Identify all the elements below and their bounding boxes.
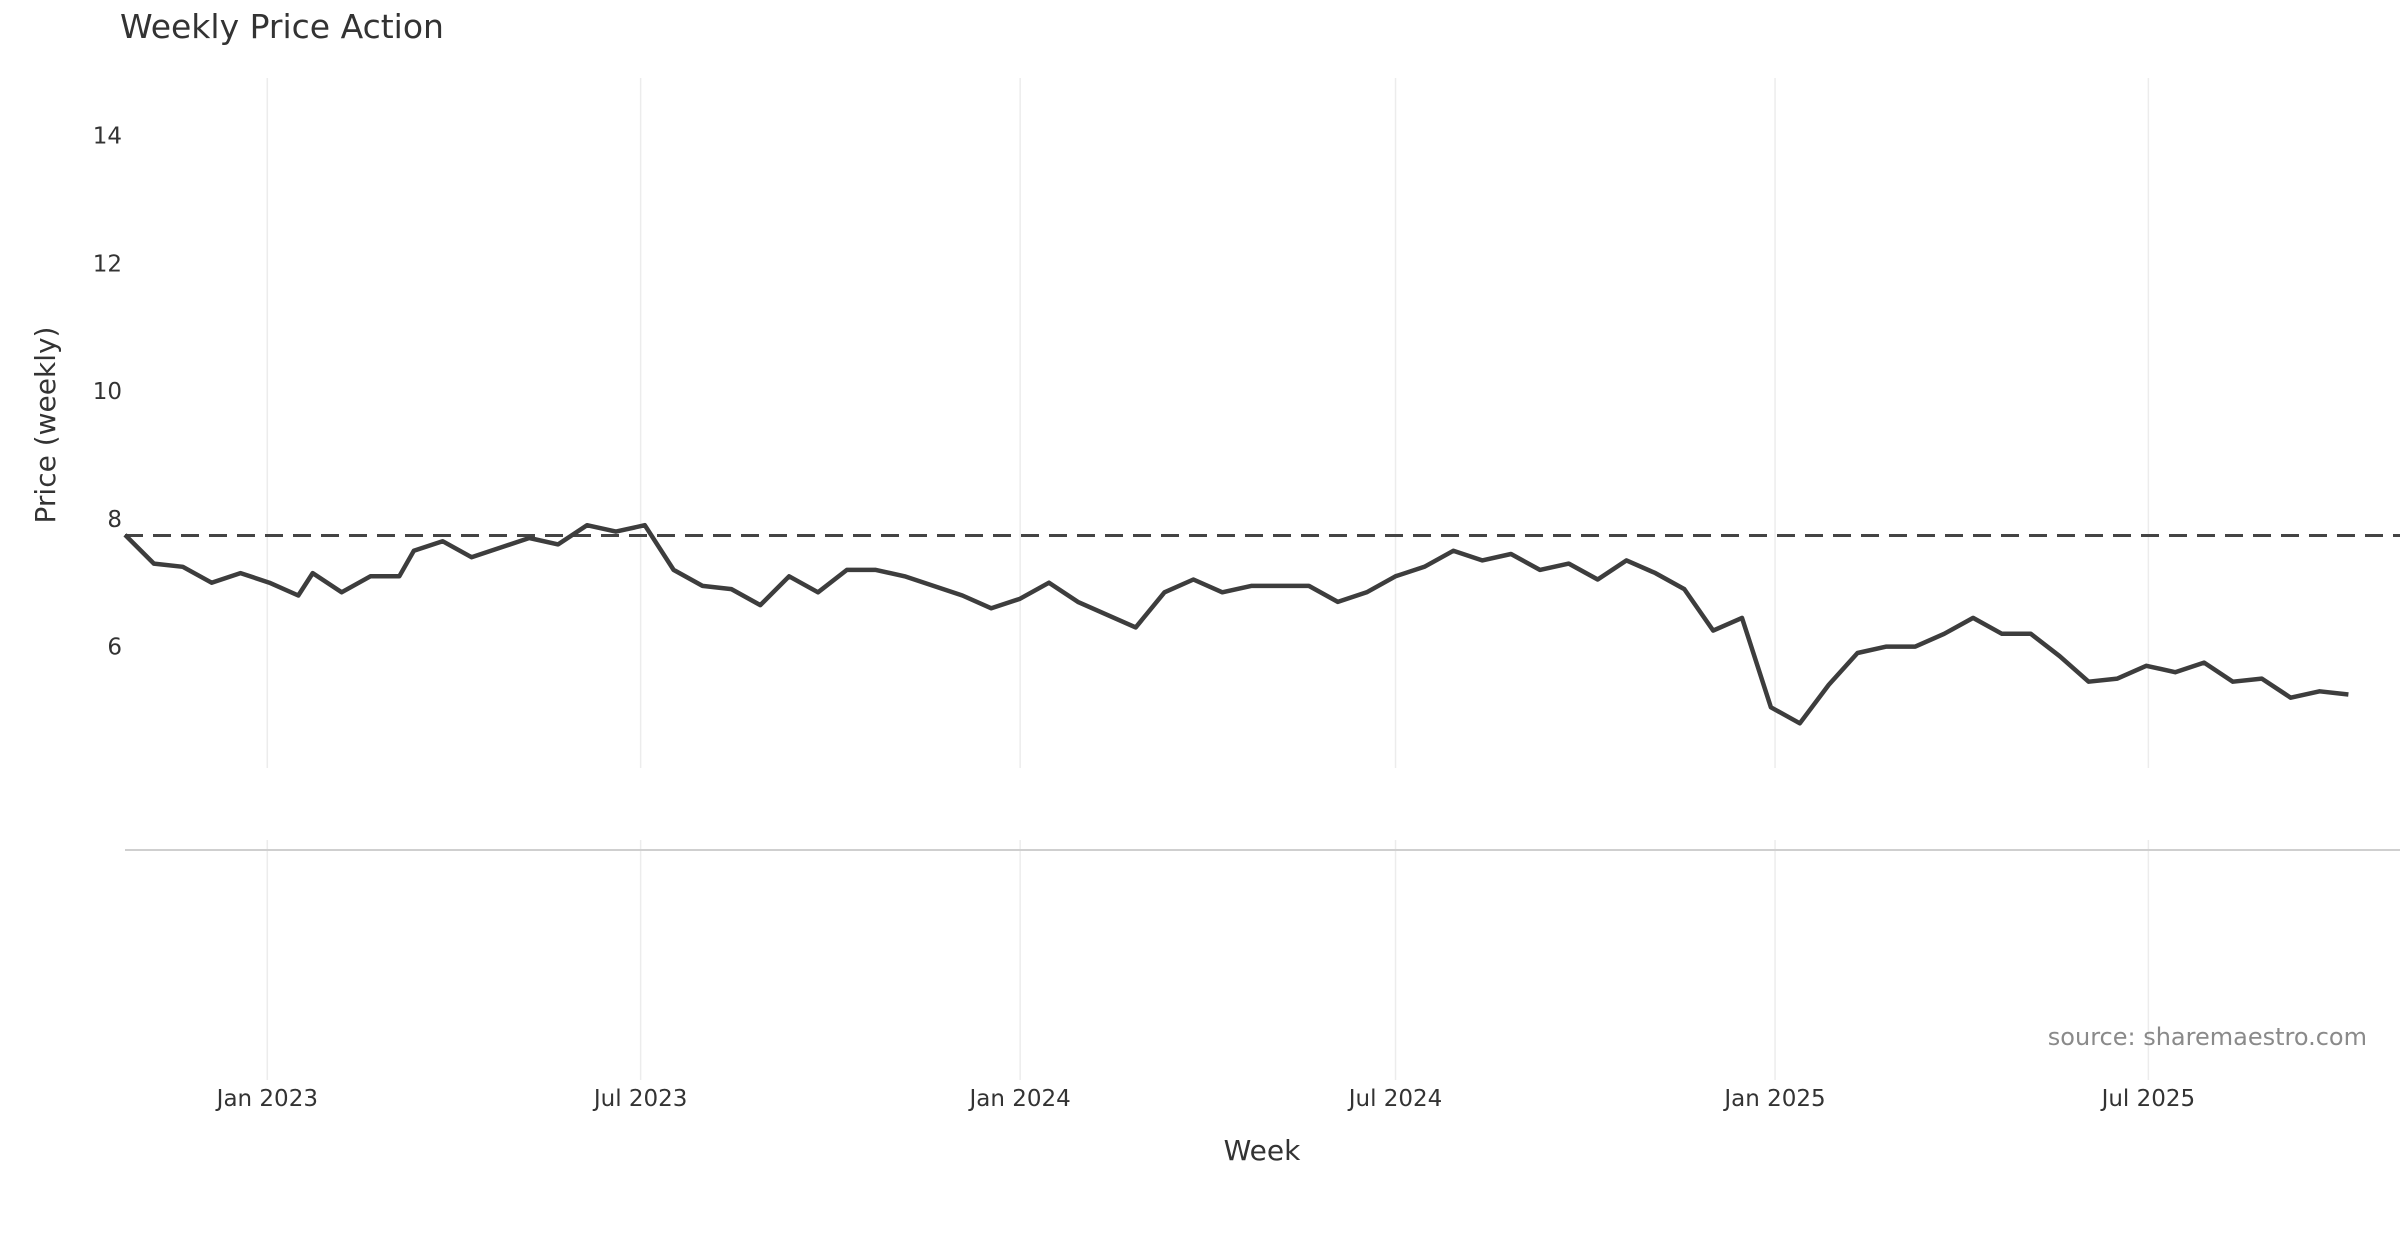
chart-title: Weekly Price Action [120,7,444,46]
x-axis-ticks: Jan 2023 Jul 2023 Jan 2024 Jul 2024 Jan 2025… [215,1086,2196,1112]
source-note: source: sharemaestro.com [2048,1023,2367,1051]
x-tick-label: Jul 2024 [1347,1086,1443,1112]
price-y-tick-label: 10 [93,379,122,405]
price-y-tick-label: 12 [93,251,122,277]
mrs-panel-grid [125,840,2400,1080]
x-tick-label: Jan 2023 [215,1086,318,1112]
price-y-axis-title: Price (weekly) [29,327,62,524]
price-y-tick-label: 14 [93,124,122,150]
price-panel-grid [266,78,2150,768]
price-series [123,522,2400,726]
x-axis-title: Week [1224,1134,1301,1167]
x-tick-label: Jan 2024 [967,1086,1070,1112]
x-tick-label: Jan 2025 [1722,1086,1825,1112]
weekly-close-line [123,522,2349,726]
x-tick-label: Jul 2025 [2100,1086,2196,1112]
price-y-tick-label: 6 [107,635,122,661]
price-y-ticks: 6 8 10 12 14 [93,124,122,661]
price-y-tick-label: 8 [107,507,122,533]
x-tick-label: Jul 2023 [592,1086,688,1112]
